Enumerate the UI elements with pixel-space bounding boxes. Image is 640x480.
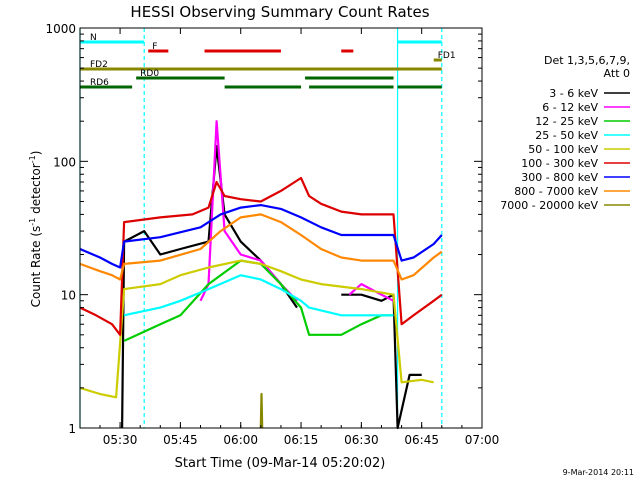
- y-tick-label-3: 1000: [45, 22, 76, 36]
- legend-label-3-6-keV: 3 - 6 keV: [549, 87, 598, 100]
- x-tick-label-2: 06:00: [223, 433, 258, 447]
- legend-label-100-300-keV: 100 - 300 keV: [521, 157, 598, 170]
- legend-label-7000-20000-keV: 7000 - 20000 keV: [500, 199, 598, 212]
- series-line-50-100-keV: [79, 259, 434, 399]
- legend-label-6-12-keV: 6 - 12 keV: [542, 101, 598, 114]
- flag-label-f: F: [152, 42, 157, 52]
- x-tick-label-0: 05:30: [103, 433, 138, 447]
- axes: 05:30 05:45 06:00 06:15 06:30 06:45 07:00 1 10 10…: [45, 22, 499, 447]
- y-axis-label: Count Rate (s-1 detector-1): [28, 151, 43, 308]
- flag-label-fd1: FD1: [438, 51, 456, 61]
- series-line-12-25-keV: [123, 259, 394, 342]
- legend-header-line1: Det 1,3,5,6,7,9,: [544, 54, 630, 67]
- legend-label-300-800-keV: 300 - 800 keV: [521, 171, 598, 184]
- x-tick-label-3: 06:15: [284, 433, 319, 447]
- plot-area: N F FD1 FD2 RD0 RD6: [79, 28, 456, 430]
- legend-label-12-25-keV: 12 - 25 keV: [535, 115, 598, 128]
- legend-header-line2: Att 0: [604, 67, 630, 80]
- chart-title: HESSI Observing Summary Count Rates: [130, 3, 429, 21]
- series-line-7000-20000-keV: [259, 392, 264, 429]
- series-line-300-800-keV: [79, 204, 443, 269]
- x-tick-label-4: 06:30: [344, 433, 379, 447]
- x-tick-label-1: 05:45: [163, 433, 198, 447]
- legend-label-800-7000-keV: 800 - 7000 keV: [514, 185, 598, 198]
- y-tick-label-1: 10: [61, 289, 76, 303]
- series-line-25-50-keV: [123, 274, 394, 317]
- flag-label-rd0: RD0: [140, 69, 159, 79]
- x-tick-label-5: 06:45: [404, 433, 439, 447]
- flag-label-fd2: FD2: [90, 60, 108, 70]
- y-tick-label-2: 100: [53, 155, 76, 169]
- x-tick-label-6: 07:00: [465, 433, 500, 447]
- flag-label-rd6: RD6: [90, 78, 109, 88]
- series-line-100-300-keV: [79, 176, 443, 336]
- footer-date: 9-Mar-2014 20:11: [563, 468, 634, 477]
- x-axis-label: Start Time (09-Mar-14 05:20:02): [175, 456, 386, 471]
- y-tick-label-0: 1: [68, 422, 76, 436]
- series-line-3-6-keV: [121, 145, 422, 430]
- flag-label-n: N: [90, 33, 97, 43]
- series-line-800-7000-keV: [79, 213, 443, 281]
- legend-label-50-100-keV: 50 - 100 keV: [528, 143, 598, 156]
- legend-label-25-50-keV: 25 - 50 keV: [535, 129, 598, 142]
